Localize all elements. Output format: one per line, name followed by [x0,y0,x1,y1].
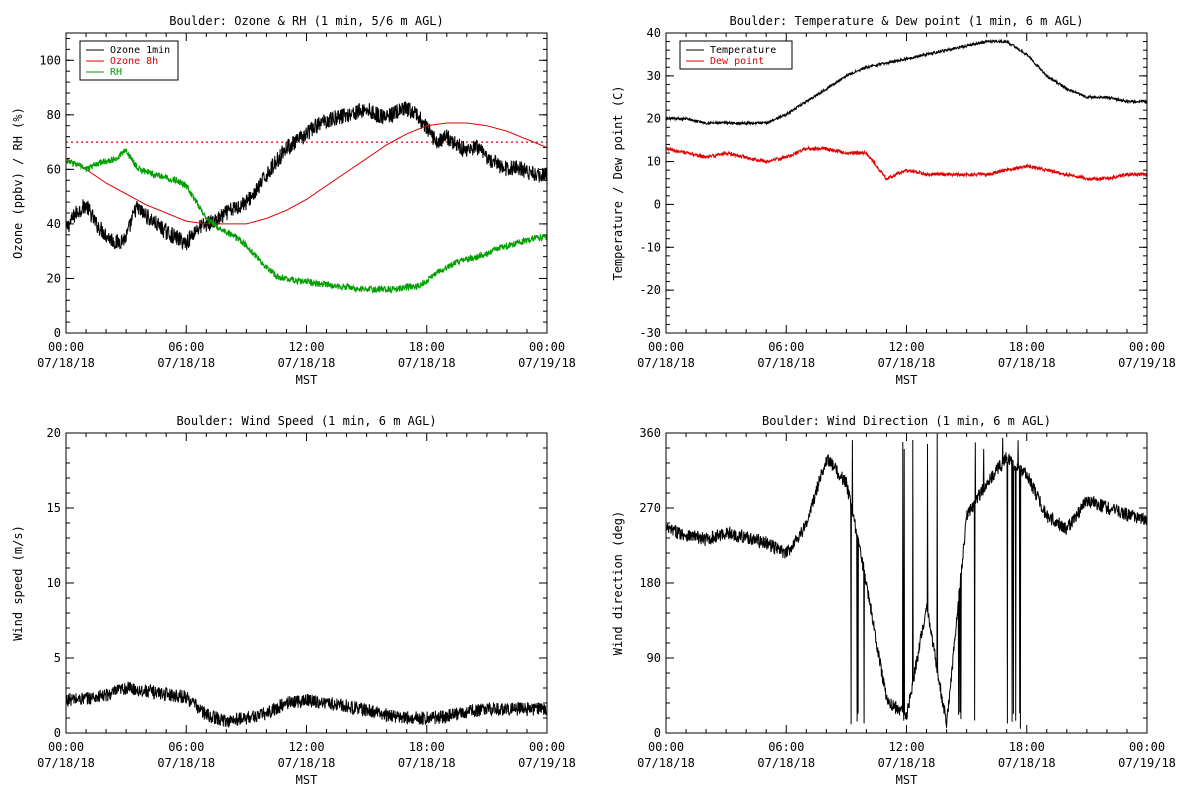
plot-frame [65,432,548,734]
x-tick-time: 00:00 [529,340,565,354]
series-line [66,147,547,294]
x-tick-date: 07/18/18 [157,756,215,770]
y-tick-label: 20 [47,426,61,440]
x-tick-date: 07/18/18 [398,756,456,770]
x-tick-time: 12:00 [288,740,324,754]
y-tick-label: 0 [654,197,661,211]
x-tick-date: 07/18/18 [757,756,815,770]
x-tick-date: 07/19/18 [1118,756,1176,770]
y-tick-label: 10 [47,576,61,590]
x-tick-date: 07/18/18 [998,356,1056,370]
wind-direction-chart: Boulder: Wind Direction (1 min, 6 m AGL)… [611,414,1176,787]
x-tick-date: 07/19/18 [1118,356,1176,370]
series-line [666,145,1147,182]
plot-frame [665,432,1148,734]
y-tick-label: 360 [639,426,661,440]
x-tick-time: 12:00 [288,340,324,354]
x-tick-date: 07/18/18 [37,356,95,370]
wind-speed-chart: Boulder: Wind Speed (1 min, 6 m AGL) Wind… [11,414,576,787]
y-tick-label: -20 [639,283,661,297]
y-axis-label: Ozone (ppbv) / RH (%) [11,107,25,259]
x-axis-label: MST [296,373,318,387]
x-tick-time: 00:00 [48,740,84,754]
series-line [66,101,547,251]
x-tick-time: 00:00 [1129,340,1165,354]
series-line [666,38,1147,126]
y-tick-label: 0 [54,726,61,740]
y-tick-label: 0 [654,726,661,740]
series-line [666,433,1147,729]
y-tick-label: 0 [54,326,61,340]
y-axis-label: Wind direction (deg) [611,511,625,656]
legend-label: Dew point [710,56,764,67]
plot-frame [665,32,1148,334]
x-tick-date: 07/18/18 [878,356,936,370]
x-tick-time: 18:00 [1009,740,1045,754]
x-axis-label: MST [896,773,918,787]
x-tick-date: 07/18/18 [398,356,456,370]
x-tick-time: 18:00 [1009,340,1045,354]
y-tick-label: 80 [47,108,61,122]
x-tick-time: 06:00 [768,340,804,354]
chart-title: Boulder: Wind Direction (1 min, 6 m AGL) [762,414,1051,428]
series-line [66,681,547,728]
x-tick-date: 07/18/18 [637,756,695,770]
legend-label: Ozone 1min [110,45,170,56]
y-axis-label: Temperature / Dew point (C) [611,85,625,280]
x-tick-time: 00:00 [648,740,684,754]
legend-label: Ozone 8h [110,56,158,67]
y-tick-label: 90 [647,651,661,665]
x-tick-date: 07/18/18 [637,356,695,370]
x-axis-label: MST [296,773,318,787]
x-tick-time: 00:00 [1129,740,1165,754]
x-tick-date: 07/18/18 [278,356,336,370]
x-tick-time: 12:00 [888,740,924,754]
y-tick-label: 5 [54,651,61,665]
ozone-rh-chart: Boulder: Ozone & RH (1 min, 5/6 m AGL) Oz… [11,14,576,387]
legend-label: Temperature [710,45,776,56]
legend-box [679,40,793,70]
chart-title: Boulder: Ozone & RH (1 min, 5/6 m AGL) [169,14,444,28]
x-tick-time: 00:00 [529,740,565,754]
x-tick-date: 07/18/18 [157,356,215,370]
x-tick-date: 07/19/18 [518,356,576,370]
x-tick-time: 18:00 [409,340,445,354]
y-tick-label: 30 [647,69,661,83]
x-tick-time: 06:00 [768,740,804,754]
y-tick-label: 20 [47,271,61,285]
x-tick-time: 18:00 [409,740,445,754]
chart-title: Boulder: Wind Speed (1 min, 6 m AGL) [176,414,436,428]
y-axis-label: Wind speed (m/s) [11,525,25,641]
y-tick-label: -30 [639,326,661,340]
y-tick-label: -10 [639,240,661,254]
y-tick-label: 20 [647,112,661,126]
x-axis-label: MST [896,373,918,387]
x-tick-date: 07/18/18 [998,756,1056,770]
y-tick-label: 40 [47,217,61,231]
plot-frame [65,32,548,334]
x-tick-time: 00:00 [648,340,684,354]
x-tick-date: 07/18/18 [278,756,336,770]
series-line [66,122,547,225]
x-tick-date: 07/18/18 [878,756,936,770]
y-tick-label: 40 [647,26,661,40]
x-tick-time: 12:00 [888,340,924,354]
y-tick-label: 15 [47,501,61,515]
chart-title: Boulder: Temperature & Dew point (1 min,… [729,14,1083,28]
x-tick-time: 00:00 [48,340,84,354]
temperature-dewpoint-chart: Boulder: Temperature & Dew point (1 min,… [611,14,1176,387]
x-tick-time: 06:00 [168,740,204,754]
legend-label: RH [110,67,122,78]
x-tick-time: 06:00 [168,340,204,354]
y-tick-label: 100 [39,53,61,67]
y-tick-label: 10 [647,155,661,169]
x-tick-date: 07/18/18 [757,356,815,370]
y-tick-label: 180 [639,576,661,590]
x-tick-date: 07/18/18 [37,756,95,770]
x-tick-date: 07/19/18 [518,756,576,770]
y-tick-label: 270 [639,501,661,515]
y-tick-label: 60 [47,162,61,176]
